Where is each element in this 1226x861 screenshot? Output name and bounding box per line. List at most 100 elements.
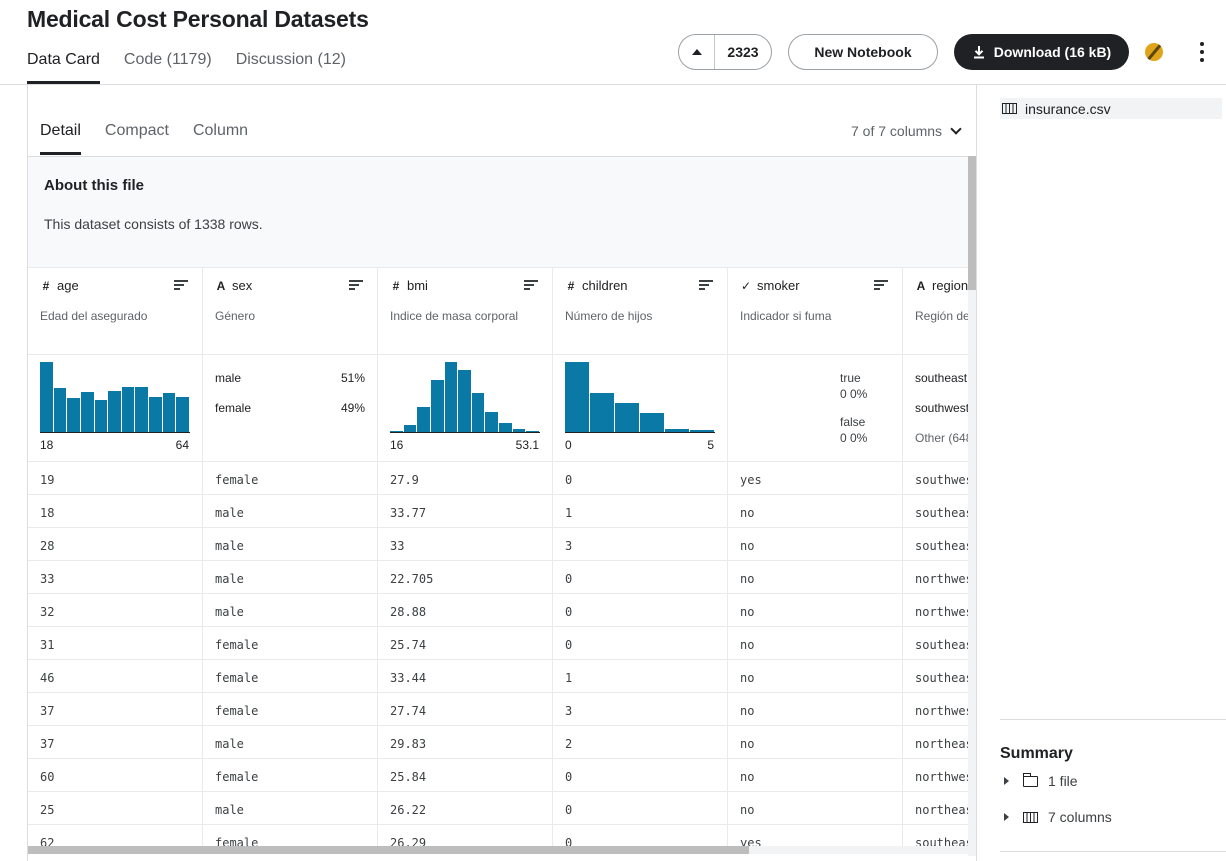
column-title: children <box>582 278 628 293</box>
column-smoker: ✓ smoker Indicador si fuma true 0 0% false 0 0… <box>728 268 903 846</box>
table-cell: 33 <box>378 528 552 561</box>
table-cell: 19 <box>28 462 202 495</box>
histogram-bar[interactable] <box>176 397 190 432</box>
column-description: Género <box>215 309 256 323</box>
histogram-bar[interactable] <box>665 429 690 432</box>
table-cell: male <box>203 726 377 759</box>
histogram-bar[interactable] <box>444 362 459 432</box>
type-icon: ✓ <box>740 278 752 293</box>
column-summary: southeast southwest Other (648) <box>903 355 968 462</box>
table-cell: 28.88 <box>378 594 552 627</box>
histogram <box>40 362 190 433</box>
file-item-insurance-csv[interactable]: insurance.csv <box>1000 98 1222 119</box>
sort-icon[interactable] <box>699 280 713 290</box>
histogram-bar[interactable] <box>53 387 68 432</box>
column-header[interactable]: ✓ smoker Indicador si fuma <box>728 268 902 355</box>
histogram-bar[interactable] <box>162 392 177 432</box>
category-percent: 49% <box>340 401 365 415</box>
histogram-bar[interactable] <box>403 425 418 432</box>
histogram-bar[interactable] <box>512 429 527 432</box>
histogram-bar[interactable] <box>40 362 54 432</box>
bool-false-label: false <box>840 415 866 429</box>
sort-icon[interactable] <box>349 280 363 290</box>
column-title: smoker <box>757 278 800 293</box>
column-header[interactable]: # age Edad del asegurado <box>28 268 202 355</box>
type-icon: # <box>567 278 575 293</box>
histogram-bar[interactable] <box>149 397 163 432</box>
horizontal-scrollbar-thumb[interactable] <box>28 846 749 854</box>
sort-icon[interactable] <box>174 280 188 290</box>
table-cell: 27.9 <box>378 462 552 495</box>
table-cell: southeast <box>903 528 968 561</box>
summary-item-files[interactable]: 1 file <box>1004 772 1078 789</box>
histogram-bar[interactable] <box>121 387 136 432</box>
table-cell: 28 <box>28 528 202 561</box>
tab-detail[interactable]: Detail <box>40 122 81 155</box>
histogram-bar[interactable] <box>640 413 665 432</box>
column-header[interactable]: # children Número de hijos <box>553 268 727 355</box>
tab-compact[interactable]: Compact <box>104 122 169 139</box>
tab-discussion[interactable]: Discussion (12) <box>235 51 346 68</box>
vertical-scrollbar-thumb[interactable] <box>968 156 976 290</box>
chevron-down-icon <box>950 123 962 135</box>
table-cell: 37 <box>28 693 202 726</box>
summary-item-columns[interactable]: 7 columns <box>1004 809 1112 825</box>
histogram-bar[interactable] <box>67 398 81 432</box>
tab-code[interactable]: Code (1179) <box>123 51 212 68</box>
column-selector[interactable]: 7 of 7 columns <box>851 123 962 139</box>
column-summary: 16 53.1 <box>378 355 552 462</box>
table-cell: 3 <box>553 693 727 726</box>
range-min: 0 <box>565 438 572 452</box>
tab-column[interactable]: Column <box>192 122 249 139</box>
histogram-bar[interactable] <box>80 392 95 432</box>
column-summary: true 0 0% false 0 0% <box>728 355 902 462</box>
histogram-bar[interactable] <box>590 392 615 432</box>
histogram-bar[interactable] <box>690 429 715 432</box>
column-header[interactable]: # bmi Indice de masa corporal <box>378 268 552 355</box>
about-title: About this file <box>44 177 144 194</box>
sort-icon[interactable] <box>874 280 888 290</box>
column-title: region <box>932 278 968 293</box>
more-options-icon[interactable] <box>1194 42 1210 62</box>
vertical-scrollbar[interactable] <box>968 156 976 856</box>
histogram-bar[interactable] <box>430 380 445 432</box>
summary-divider <box>1000 719 1226 720</box>
sort-icon[interactable] <box>524 280 538 290</box>
upvote-button[interactable] <box>679 35 715 69</box>
column-title: bmi <box>407 278 428 293</box>
table-cell: 3 <box>553 528 727 561</box>
histogram-bar[interactable] <box>471 392 486 432</box>
file-name: insurance.csv <box>1025 100 1111 117</box>
table-cell: no <box>728 627 902 660</box>
table-cell: 29.83 <box>378 726 552 759</box>
histogram-bar[interactable] <box>390 430 404 432</box>
histogram-bar[interactable] <box>485 411 500 432</box>
table-cell: 0 <box>553 462 727 495</box>
histogram-bar[interactable] <box>94 399 109 432</box>
histogram-bar[interactable] <box>565 362 590 432</box>
histogram-bar[interactable] <box>499 422 513 432</box>
range-max: 5 <box>707 438 714 452</box>
histogram-bar[interactable] <box>417 406 431 432</box>
new-notebook-button[interactable]: New Notebook <box>788 34 938 70</box>
histogram-bar[interactable] <box>458 369 472 432</box>
summary-columns-label: 7 columns <box>1048 809 1112 825</box>
histogram-bar[interactable] <box>615 403 640 432</box>
table-cell: no <box>728 594 902 627</box>
tab-data-card[interactable]: Data Card <box>27 48 100 84</box>
table-cell: 22.705 <box>378 561 552 594</box>
column-description: Edad del asegurado <box>40 309 148 323</box>
download-button[interactable]: Download (16 kB) <box>954 34 1129 70</box>
table-cell: yes <box>728 462 902 495</box>
table-cell: southeast <box>903 495 968 528</box>
histogram-bar[interactable] <box>135 387 150 432</box>
bool-true: true 0 0% <box>840 370 867 402</box>
table-cell: 31 <box>28 627 202 660</box>
histogram-bar[interactable] <box>526 430 540 432</box>
histogram-bar[interactable] <box>108 390 122 432</box>
bool-false: false 0 0% <box>840 414 867 446</box>
